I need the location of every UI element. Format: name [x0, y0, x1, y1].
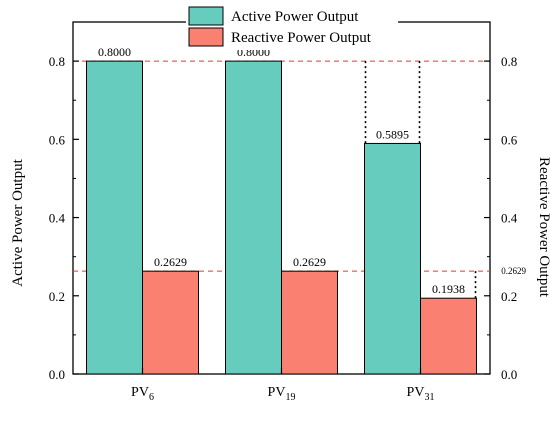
- bar-reactive: [420, 297, 477, 375]
- y-axis-right: 0.0 0.2 0.4 0.6 0.8: [484, 54, 518, 382]
- legend-swatch: [188, 27, 224, 47]
- bar-active: [86, 60, 143, 375]
- bar-value-label: 0.8000: [98, 45, 131, 59]
- y-tick-label-right: 0.4: [501, 211, 518, 226]
- bar-reactive: [142, 270, 199, 375]
- y-tick-label-left: 0.0: [49, 367, 65, 382]
- y-tick-label-right: 0.0: [501, 367, 517, 382]
- bar-active: [225, 60, 282, 375]
- y-tick-label-left: 0.8: [49, 54, 65, 69]
- bar-value-label: 0.1938: [432, 282, 465, 296]
- bar-value-label: 0.2629: [293, 255, 326, 269]
- y-tick-label-left: 0.6: [49, 132, 66, 147]
- x-tick-label: PV19: [268, 385, 296, 403]
- bar-active: [364, 142, 421, 375]
- legend-label: Reactive Power Output: [231, 30, 372, 46]
- legend: Active Power Output Reactive Power Output: [186, 5, 398, 50]
- y-tick-label-left: 0.4: [49, 211, 66, 226]
- bar-reactive: [281, 270, 338, 375]
- x-axis: PV6 PV19 PV31: [131, 368, 434, 403]
- legend-label: Active Power Output: [231, 9, 359, 25]
- y-tick-label-right: 0.8: [501, 54, 517, 69]
- y-axis-right-title: Reactive Power Output: [536, 157, 550, 298]
- y-tick-label-right: 0.6: [501, 132, 518, 147]
- y-axis-left: 0.0 0.2 0.4 0.6 0.8: [49, 54, 79, 382]
- y-tick-label-right: 0.2: [501, 289, 517, 304]
- x-tick-label: PV6: [131, 385, 154, 403]
- drop-lines: [364, 61, 477, 299]
- y-axis-left-title: Active Power Output: [10, 158, 26, 286]
- bar-value-label: 0.5895: [376, 127, 409, 141]
- y-tick-label-left: 0.2: [49, 289, 65, 304]
- x-tick-label: PV31: [407, 385, 435, 403]
- bars: [86, 60, 477, 375]
- legend-swatch: [188, 6, 224, 26]
- reference-value-annotation: 0.2629: [501, 266, 526, 276]
- bar-value-label: 0.2629: [154, 255, 187, 269]
